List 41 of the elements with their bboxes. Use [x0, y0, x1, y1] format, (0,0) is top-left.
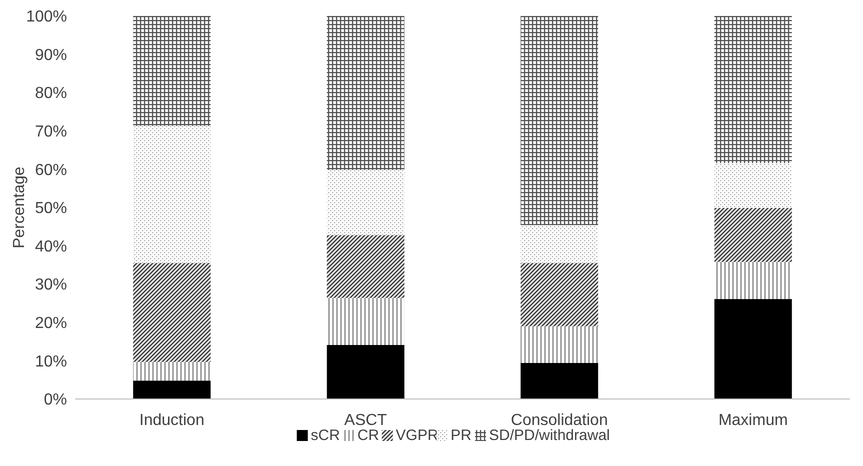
- bar: [326, 298, 404, 345]
- y-tick-label: 30%: [34, 276, 67, 294]
- y-tick-label: 60%: [34, 162, 67, 179]
- bar: [714, 163, 792, 208]
- legend-label: sCR: [310, 427, 340, 444]
- bar: [133, 263, 211, 362]
- legend-label: PR: [450, 427, 472, 444]
- x-tick-label: Maximum: [718, 412, 788, 429]
- bar: [133, 362, 211, 381]
- bar: [520, 225, 598, 264]
- y-axis-title: Percentage: [11, 166, 28, 248]
- bar: [520, 363, 598, 399]
- bar: [714, 208, 792, 262]
- bar: [714, 299, 792, 399]
- y-tick-label: 90%: [34, 46, 67, 64]
- legend-label: CR: [357, 427, 380, 444]
- bar: [520, 326, 598, 363]
- y-tick-label: 40%: [34, 238, 67, 256]
- bar: [326, 16, 404, 170]
- legend-label: SD/PD/withdrawal: [489, 427, 610, 444]
- bar: [133, 16, 211, 126]
- y-tick-label: 100%: [26, 8, 67, 26]
- bar: [714, 16, 792, 164]
- x-tick-label: Induction: [139, 412, 204, 429]
- y-tick-label: 70%: [34, 124, 67, 140]
- bar: [520, 263, 598, 326]
- bar: [326, 235, 404, 298]
- y-tick-label: 10%: [34, 353, 67, 370]
- x-tick-label: Consolidation: [510, 412, 608, 429]
- bar: [326, 344, 404, 399]
- bar: [326, 170, 404, 236]
- bar: [520, 16, 598, 226]
- bar: [714, 262, 792, 300]
- y-tick-label: 0%: [44, 392, 67, 409]
- bar: [133, 380, 211, 399]
- bar: [133, 126, 211, 264]
- y-tick-label: 50%: [34, 200, 67, 218]
- legend-label: VGPR: [396, 427, 438, 444]
- y-tick-label: 20%: [34, 315, 67, 332]
- x-tick-label: ASCT: [344, 412, 388, 429]
- y-tick-label: 80%: [34, 85, 67, 102]
